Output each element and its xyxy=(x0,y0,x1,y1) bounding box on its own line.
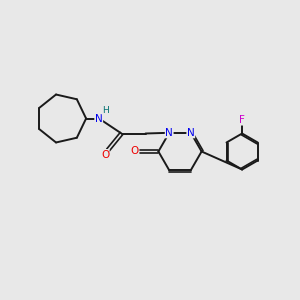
Text: H: H xyxy=(102,106,109,115)
Text: F: F xyxy=(239,115,245,125)
Text: N: N xyxy=(95,113,103,124)
Text: N: N xyxy=(187,128,195,138)
Text: O: O xyxy=(130,146,139,157)
Text: N: N xyxy=(165,128,173,138)
Text: O: O xyxy=(101,149,109,160)
